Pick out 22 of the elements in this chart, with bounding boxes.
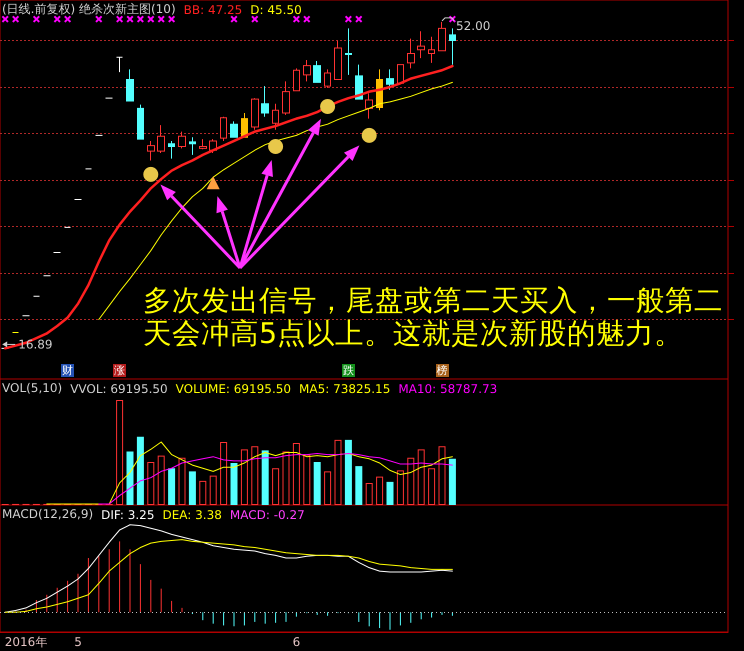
text: MA10: 58787.73 <box>398 382 498 396</box>
text: MACD: -0.27 <box>230 508 305 522</box>
text: 跌 <box>342 364 355 377</box>
x-tick-label: 2016年 <box>4 635 48 649</box>
chart-title: MACD(12,26,9) <box>2 507 94 521</box>
x-tick-label: 6 <box>292 635 300 649</box>
x-tick-label: 5 <box>74 635 82 649</box>
text: 财 <box>61 364 74 377</box>
text: VOLUME: 69195.50 <box>176 382 292 396</box>
text: D: 45.50 <box>250 3 302 17</box>
text: 榜 <box>436 364 448 377</box>
chart-title: (日线.前复权) 绝杀次新主图(10) <box>2 2 176 16</box>
text: 涨 <box>113 364 126 377</box>
annotation: 多次发出信号，尾盘或第二天买入，一般第二天会冲高5点以上。这就是次新股的魅力。 <box>143 284 723 350</box>
text: VVOL: 69195.50 <box>70 382 168 396</box>
annotation: 52.00 <box>456 18 490 33</box>
series-label: DIF: 3.25 <box>101 508 154 522</box>
annotation: 16.89 <box>18 337 53 352</box>
text: MA5: 73825.15 <box>299 382 390 396</box>
text: BB: 47.25 <box>184 3 242 17</box>
series-label: DEA: 3.38 <box>162 508 222 522</box>
chart-title: VOL(5,10) <box>2 381 62 395</box>
